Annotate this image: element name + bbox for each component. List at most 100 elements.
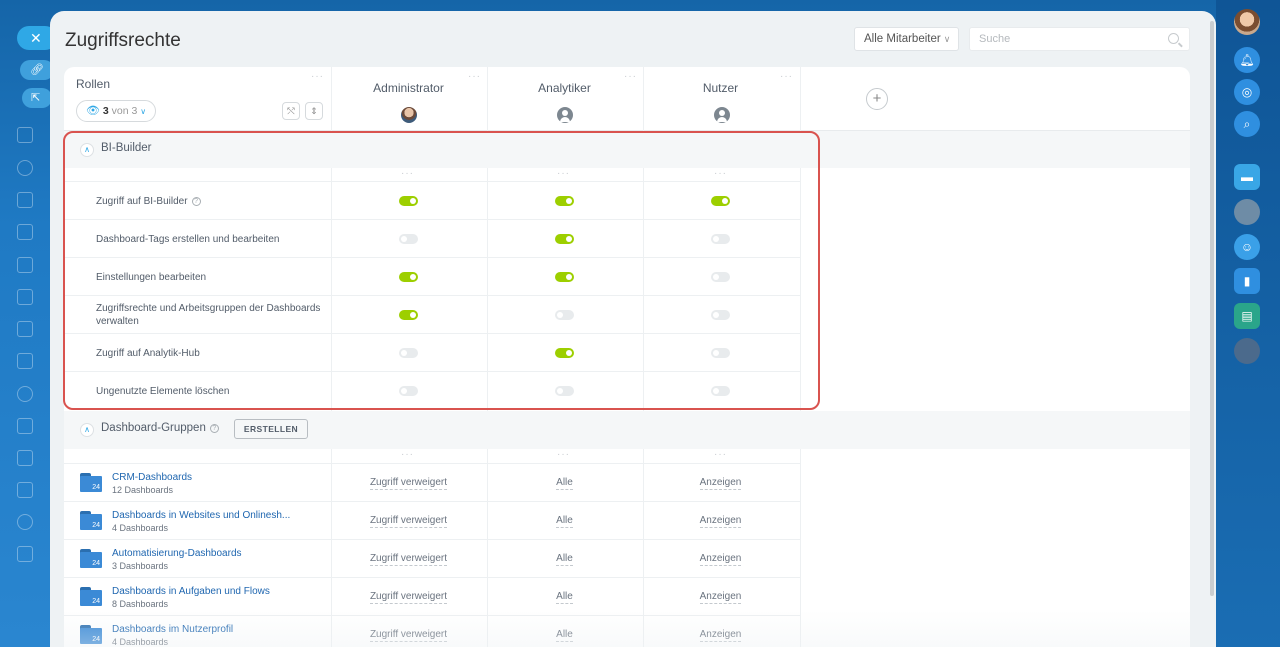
drive-icon[interactable] bbox=[17, 321, 33, 337]
link-icon[interactable]: 🔗︎ bbox=[20, 60, 54, 80]
shop-icon[interactable] bbox=[17, 546, 33, 562]
chevron-up-icon[interactable]: ∧ bbox=[80, 143, 94, 157]
toggle-on[interactable] bbox=[711, 196, 730, 206]
access-level-selector[interactable]: Anzeigen bbox=[699, 514, 742, 528]
collapse-all-icon[interactable]: ⤲ bbox=[282, 102, 300, 120]
contact-avatar-2[interactable] bbox=[1234, 338, 1260, 364]
open-external-icon[interactable]: ⇱ bbox=[22, 88, 52, 108]
toggle-off[interactable] bbox=[399, 348, 418, 358]
chat-icon[interactable]: ▬ bbox=[1234, 164, 1260, 190]
toggle-on[interactable] bbox=[399, 196, 418, 206]
toggle-off[interactable] bbox=[399, 234, 418, 244]
access-level-selector[interactable]: Alle bbox=[556, 552, 573, 566]
toggle-off[interactable] bbox=[555, 386, 574, 396]
menu-dots-icon[interactable]: ··· bbox=[714, 449, 727, 460]
help-icon[interactable]: ? bbox=[209, 424, 219, 433]
access-level-selector[interactable]: Zugriff verweigert bbox=[369, 552, 448, 566]
access-level-selector[interactable]: Alle bbox=[556, 514, 573, 528]
toggle-on[interactable] bbox=[555, 234, 574, 244]
menu-dots-icon[interactable]: ··· bbox=[780, 71, 793, 82]
toggle-on[interactable] bbox=[399, 310, 418, 320]
user-avatar[interactable] bbox=[1234, 9, 1260, 35]
dashboard-group-row: 24 Dashboards in Aufgaben und Flows 8 Dash… bbox=[64, 577, 801, 615]
settings-icon[interactable] bbox=[17, 160, 33, 176]
menu-dots-icon[interactable]: ··· bbox=[401, 449, 414, 460]
notes-icon[interactable]: ▤ bbox=[1234, 303, 1260, 329]
menu-dots-icon[interactable]: ··· bbox=[557, 449, 570, 460]
access-level-selector[interactable]: Anzeigen bbox=[699, 552, 742, 566]
filter-icon[interactable] bbox=[17, 418, 33, 434]
toggle-on[interactable] bbox=[555, 348, 574, 358]
toggle-on[interactable] bbox=[399, 272, 418, 282]
toggle-off[interactable] bbox=[711, 234, 730, 244]
access-level-selector[interactable]: Zugriff verweigert bbox=[369, 628, 448, 642]
toggle-on[interactable] bbox=[555, 196, 574, 206]
mail-icon[interactable] bbox=[17, 353, 33, 369]
role-header-administrator[interactable]: Administrator bbox=[373, 81, 444, 95]
add-role-button[interactable]: + bbox=[866, 88, 888, 110]
create-button[interactable]: ERSTELLEN bbox=[234, 419, 308, 439]
role-header-analytiker[interactable]: Analytiker bbox=[538, 81, 591, 95]
schedule-icon[interactable] bbox=[17, 450, 33, 466]
sites-icon[interactable] bbox=[17, 514, 33, 530]
menu-dots-icon[interactable]: ··· bbox=[624, 71, 637, 82]
menu-dots-icon[interactable]: ··· bbox=[714, 168, 727, 179]
group-name-link[interactable]: Dashboards im Nutzerprofil bbox=[112, 624, 234, 635]
target-icon[interactable]: ◎ bbox=[1234, 79, 1260, 105]
toggle-on[interactable] bbox=[555, 272, 574, 282]
group-name-link[interactable]: Dashboards in Websites und Onlinesh... bbox=[112, 510, 291, 521]
feed-icon[interactable] bbox=[17, 127, 33, 143]
folder-icon: 24 bbox=[80, 549, 102, 568]
search-chat-icon[interactable]: ⌕ bbox=[1234, 111, 1260, 137]
folder-badge: 24 bbox=[92, 636, 100, 643]
toggle-off[interactable] bbox=[711, 272, 730, 282]
analytics-icon[interactable] bbox=[17, 289, 33, 305]
scrollbar[interactable] bbox=[1210, 21, 1214, 596]
bell-icon[interactable]: 🔔︎ bbox=[1234, 47, 1260, 73]
permission-row: Ungenutzte Elemente löschen bbox=[64, 371, 801, 409]
access-level-selector[interactable]: Zugriff verweigert bbox=[369, 476, 448, 490]
permission-cell bbox=[487, 334, 642, 372]
documents-icon[interactable] bbox=[17, 257, 33, 273]
group-name-link[interactable]: Dashboards in Aufgaben und Flows bbox=[112, 586, 270, 597]
access-level-selector[interactable]: Anzeigen bbox=[699, 476, 742, 490]
role-header-nutzer[interactable]: Nutzer bbox=[702, 81, 739, 95]
tasks-icon[interactable] bbox=[17, 224, 33, 240]
group-name-link[interactable]: CRM-Dashboards bbox=[112, 472, 193, 483]
employee-filter-button[interactable]: Alle Mitarbeiter ∨ bbox=[854, 27, 959, 51]
access-level-selector[interactable]: Anzeigen bbox=[699, 590, 742, 604]
access-level-selector[interactable]: Alle bbox=[556, 590, 573, 604]
search-input[interactable]: Suche bbox=[969, 27, 1190, 51]
permission-label-text: Zugriff auf Analytik-Hub bbox=[96, 347, 200, 359]
access-level-selector[interactable]: Zugriff verweigert bbox=[369, 514, 448, 528]
calendar-icon[interactable] bbox=[17, 192, 33, 208]
bot-icon[interactable]: ☺ bbox=[1234, 234, 1260, 260]
contacts-icon[interactable] bbox=[17, 386, 33, 402]
expand-all-icon[interactable]: ⇕ bbox=[305, 102, 323, 120]
access-level-selector[interactable]: Anzeigen bbox=[699, 628, 742, 642]
menu-dots-icon[interactable]: ··· bbox=[401, 168, 414, 179]
roles-visible-count: 3 bbox=[102, 105, 109, 117]
access-level-selector[interactable]: Alle bbox=[556, 476, 573, 490]
menu-dots-icon[interactable]: ··· bbox=[311, 71, 324, 82]
database-icon[interactable] bbox=[17, 482, 33, 498]
access-level-selector[interactable]: Alle bbox=[556, 628, 573, 642]
group-name-link[interactable]: Automatisierung-Dashboards bbox=[112, 548, 242, 559]
search-icon[interactable] bbox=[1168, 33, 1179, 44]
menu-dots-icon[interactable]: ··· bbox=[468, 71, 481, 82]
toggle-off[interactable] bbox=[711, 386, 730, 396]
chevron-up-icon[interactable]: ∧ bbox=[80, 423, 94, 437]
folder-icon: 24 bbox=[80, 587, 102, 606]
access-level-selector[interactable]: Zugriff verweigert bbox=[369, 590, 448, 604]
permission-cell bbox=[331, 372, 486, 410]
help-icon[interactable]: ? bbox=[191, 196, 201, 206]
toggle-off[interactable] bbox=[711, 310, 730, 320]
contact-avatar[interactable] bbox=[1234, 199, 1260, 225]
bookmark-icon[interactable]: ▮ bbox=[1234, 268, 1260, 294]
permission-row: Zugriff auf BI-Builder? bbox=[64, 181, 801, 219]
menu-dots-icon[interactable]: ··· bbox=[557, 168, 570, 179]
toggle-off[interactable] bbox=[399, 386, 418, 396]
toggle-off[interactable] bbox=[711, 348, 730, 358]
visible-roles-selector[interactable]: 👁︎ 3 von 3 ∨ bbox=[76, 100, 156, 122]
toggle-off[interactable] bbox=[555, 310, 574, 320]
